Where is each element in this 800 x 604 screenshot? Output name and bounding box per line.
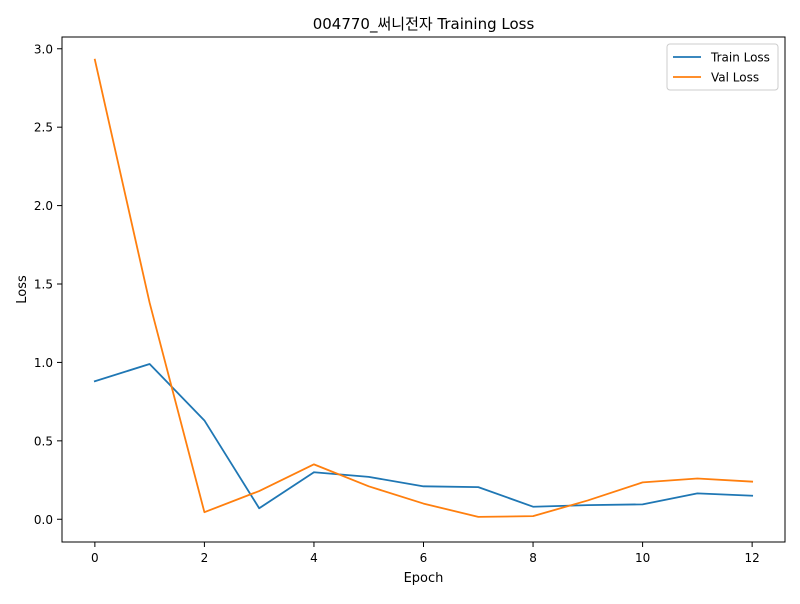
x-tick-label: 10 [635, 551, 650, 565]
val-loss-legend-label: Val Loss [711, 71, 759, 85]
x-axis-label: Epoch [404, 571, 444, 586]
x-tick-label: 8 [529, 551, 537, 565]
legend: Train Loss Val Loss [667, 44, 778, 90]
y-tick-label: 3.0 [34, 42, 53, 56]
x-tick-label: 12 [744, 551, 759, 565]
y-tick-label: 2.0 [34, 199, 53, 213]
y-tick-label: 1.5 [34, 278, 53, 292]
plot-area [62, 37, 785, 542]
chart-title: 004770_써니전자 Training Loss [313, 15, 535, 34]
y-tick-label: 0.5 [34, 434, 53, 448]
x-axis-ticks: 0 2 4 6 8 10 12 [91, 542, 760, 565]
y-tick-label: 1.0 [34, 356, 53, 370]
y-tick-label: 0.0 [34, 513, 53, 527]
x-tick-label: 0 [91, 551, 99, 565]
y-axis-ticks: 0.0 0.5 1.0 1.5 2.0 2.5 3.0 [34, 42, 62, 526]
y-tick-label: 2.5 [34, 121, 53, 135]
x-tick-label: 4 [310, 551, 318, 565]
train-loss-legend-label: Train Loss [710, 51, 770, 65]
x-tick-label: 6 [420, 551, 428, 565]
x-tick-label: 2 [201, 551, 209, 565]
y-axis-label: Loss [15, 275, 30, 304]
